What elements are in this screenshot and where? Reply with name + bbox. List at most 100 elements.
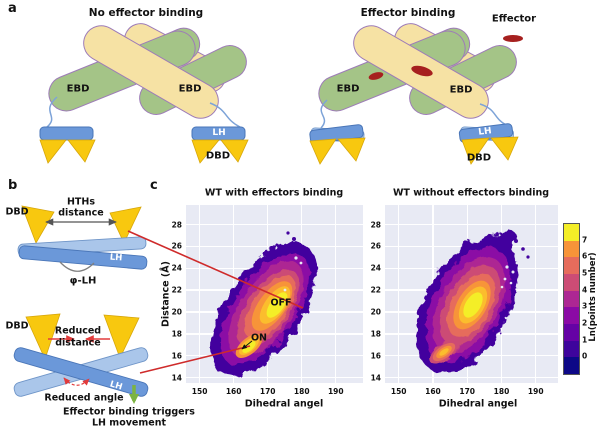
hths-distance-label: distance: [58, 207, 104, 218]
lh-label: LH: [109, 252, 123, 264]
x-tick-label: 190: [527, 387, 544, 396]
y-tick-label: 18: [370, 329, 381, 339]
y-tick-label: 26: [370, 241, 381, 251]
panel-b-label: b: [8, 178, 18, 193]
y-tick-label: 24: [171, 263, 182, 273]
reduced-distance-label: Reduced: [54, 325, 102, 337]
off-state-annotation: OFF: [270, 297, 292, 309]
colorbar-tick-label: 7: [582, 235, 588, 245]
y-axis-label: Distance (Å): [160, 261, 172, 327]
y-tick-label: 26: [171, 241, 182, 251]
colorbar-tick-label: 0: [582, 351, 588, 361]
colorbar-segment: [564, 324, 579, 341]
y-tick-label: 20: [171, 307, 182, 317]
phi-lh-label: φ-LH: [69, 275, 97, 287]
lh-label: LH: [108, 379, 124, 393]
ebd-label: EBD: [449, 84, 473, 96]
y-tick-label: 24: [370, 263, 381, 273]
linker-curve: [46, 96, 58, 128]
reduced-distance-label: distance: [55, 337, 101, 349]
colorbar: [563, 223, 580, 375]
x-gridline: [535, 205, 537, 383]
x-tick-label: 170: [259, 387, 276, 396]
colorbar-segment: [564, 257, 579, 275]
y-tick-label: 14: [171, 373, 182, 383]
x-tick-label: 180: [293, 387, 310, 396]
x-tick-label: 190: [327, 387, 344, 396]
x-tick-label: 180: [493, 387, 510, 396]
x-gridline: [398, 205, 400, 383]
dbd-label: DBD: [205, 150, 231, 162]
y-gridline: [186, 376, 363, 379]
left-plot-title: WT with effectors binding: [204, 187, 344, 199]
colorbar-segment: [564, 357, 579, 375]
reduced-angle-arc: [63, 377, 90, 386]
colorbar-label: Ln(points number): [588, 252, 598, 342]
dbd-label: DBD: [5, 320, 29, 332]
colorbar-segment: [564, 274, 579, 291]
colorbar-tick-label: 6: [582, 251, 588, 261]
colorbar-segment: [564, 240, 579, 258]
linker-curve: [479, 103, 509, 127]
hths-distance-label: HTHs: [66, 196, 96, 208]
colorbar-segment: [564, 340, 579, 358]
ebd-label: EBD: [66, 83, 90, 95]
y-tick-label: 28: [171, 220, 182, 230]
colorbar-segment: [564, 307, 579, 325]
y-gridline: [186, 223, 363, 226]
y-tick-label: 16: [370, 351, 381, 361]
x-axis-label: Dihedral angel: [244, 398, 324, 410]
x-axis-label: Dihedral angel: [438, 398, 518, 410]
y-tick-label: 18: [171, 329, 182, 339]
y-tick-label: 20: [370, 307, 381, 317]
effector-trigger-caption: Effector binding triggers: [63, 406, 195, 418]
panel-a-label: a: [8, 1, 17, 16]
lh-label: LH: [477, 126, 493, 138]
lh-label: LH: [212, 128, 226, 138]
lh-crossed-bars-top: [17, 236, 148, 270]
effector-legend-icon: [503, 35, 523, 42]
phi-angle-arc: [59, 261, 95, 272]
on-state-annotation: ON: [250, 332, 268, 344]
bound-effector-icon: [368, 72, 384, 80]
colorbar-tick-label: 5: [582, 268, 588, 278]
effector-trigger-caption: LH movement: [91, 417, 167, 429]
linker-curve: [209, 102, 241, 128]
dbd-label: DBD: [466, 152, 492, 164]
effector-title: Effector binding: [360, 7, 456, 19]
y-gridline: [186, 354, 363, 357]
effector-legend-label: Effector: [491, 13, 537, 25]
y-tick-label: 14: [370, 373, 381, 383]
colorbar-tick-label: 4: [582, 285, 588, 295]
x-tick-label: 160: [425, 387, 441, 396]
right-density-plot: [385, 205, 558, 383]
lh-crossed-bars-bottom: [13, 347, 149, 397]
y-gridline: [385, 223, 558, 226]
x-tick-label: 160: [225, 387, 242, 396]
dimer-with-effector: [318, 23, 517, 119]
colorbar-tick-label: 3: [582, 301, 588, 311]
colorbar-segment: [564, 224, 579, 241]
reduced-angle-label: Reduced angle: [44, 392, 124, 404]
dimer-no-effector: [48, 23, 247, 119]
ebd-label: EBD: [336, 83, 360, 95]
colorbar-tick-label: 2: [582, 318, 588, 328]
dbd-label: DBD: [5, 206, 29, 218]
y-tick-label: 28: [370, 220, 381, 230]
linker-curve: [320, 99, 328, 129]
x-tick-label: 170: [459, 387, 476, 396]
ebd-label: EBD: [178, 83, 202, 95]
colorbar-tick-label: 1: [582, 335, 588, 345]
hth-triangles: [25, 313, 140, 361]
panel-c-label: c: [150, 178, 158, 193]
y-gridline: [385, 376, 558, 379]
left-density-plot: [186, 205, 363, 383]
x-tick-label: 150: [390, 387, 407, 396]
bound-effector-icon: [411, 65, 433, 77]
y-tick-label: 22: [171, 285, 182, 295]
right-contour-blob: [416, 230, 530, 374]
x-tick-label: 150: [191, 387, 208, 396]
y-tick-label: 22: [370, 285, 381, 295]
right-plot-title: WT without effectors binding: [392, 187, 550, 199]
no-effector-title: No effector binding: [88, 7, 204, 19]
